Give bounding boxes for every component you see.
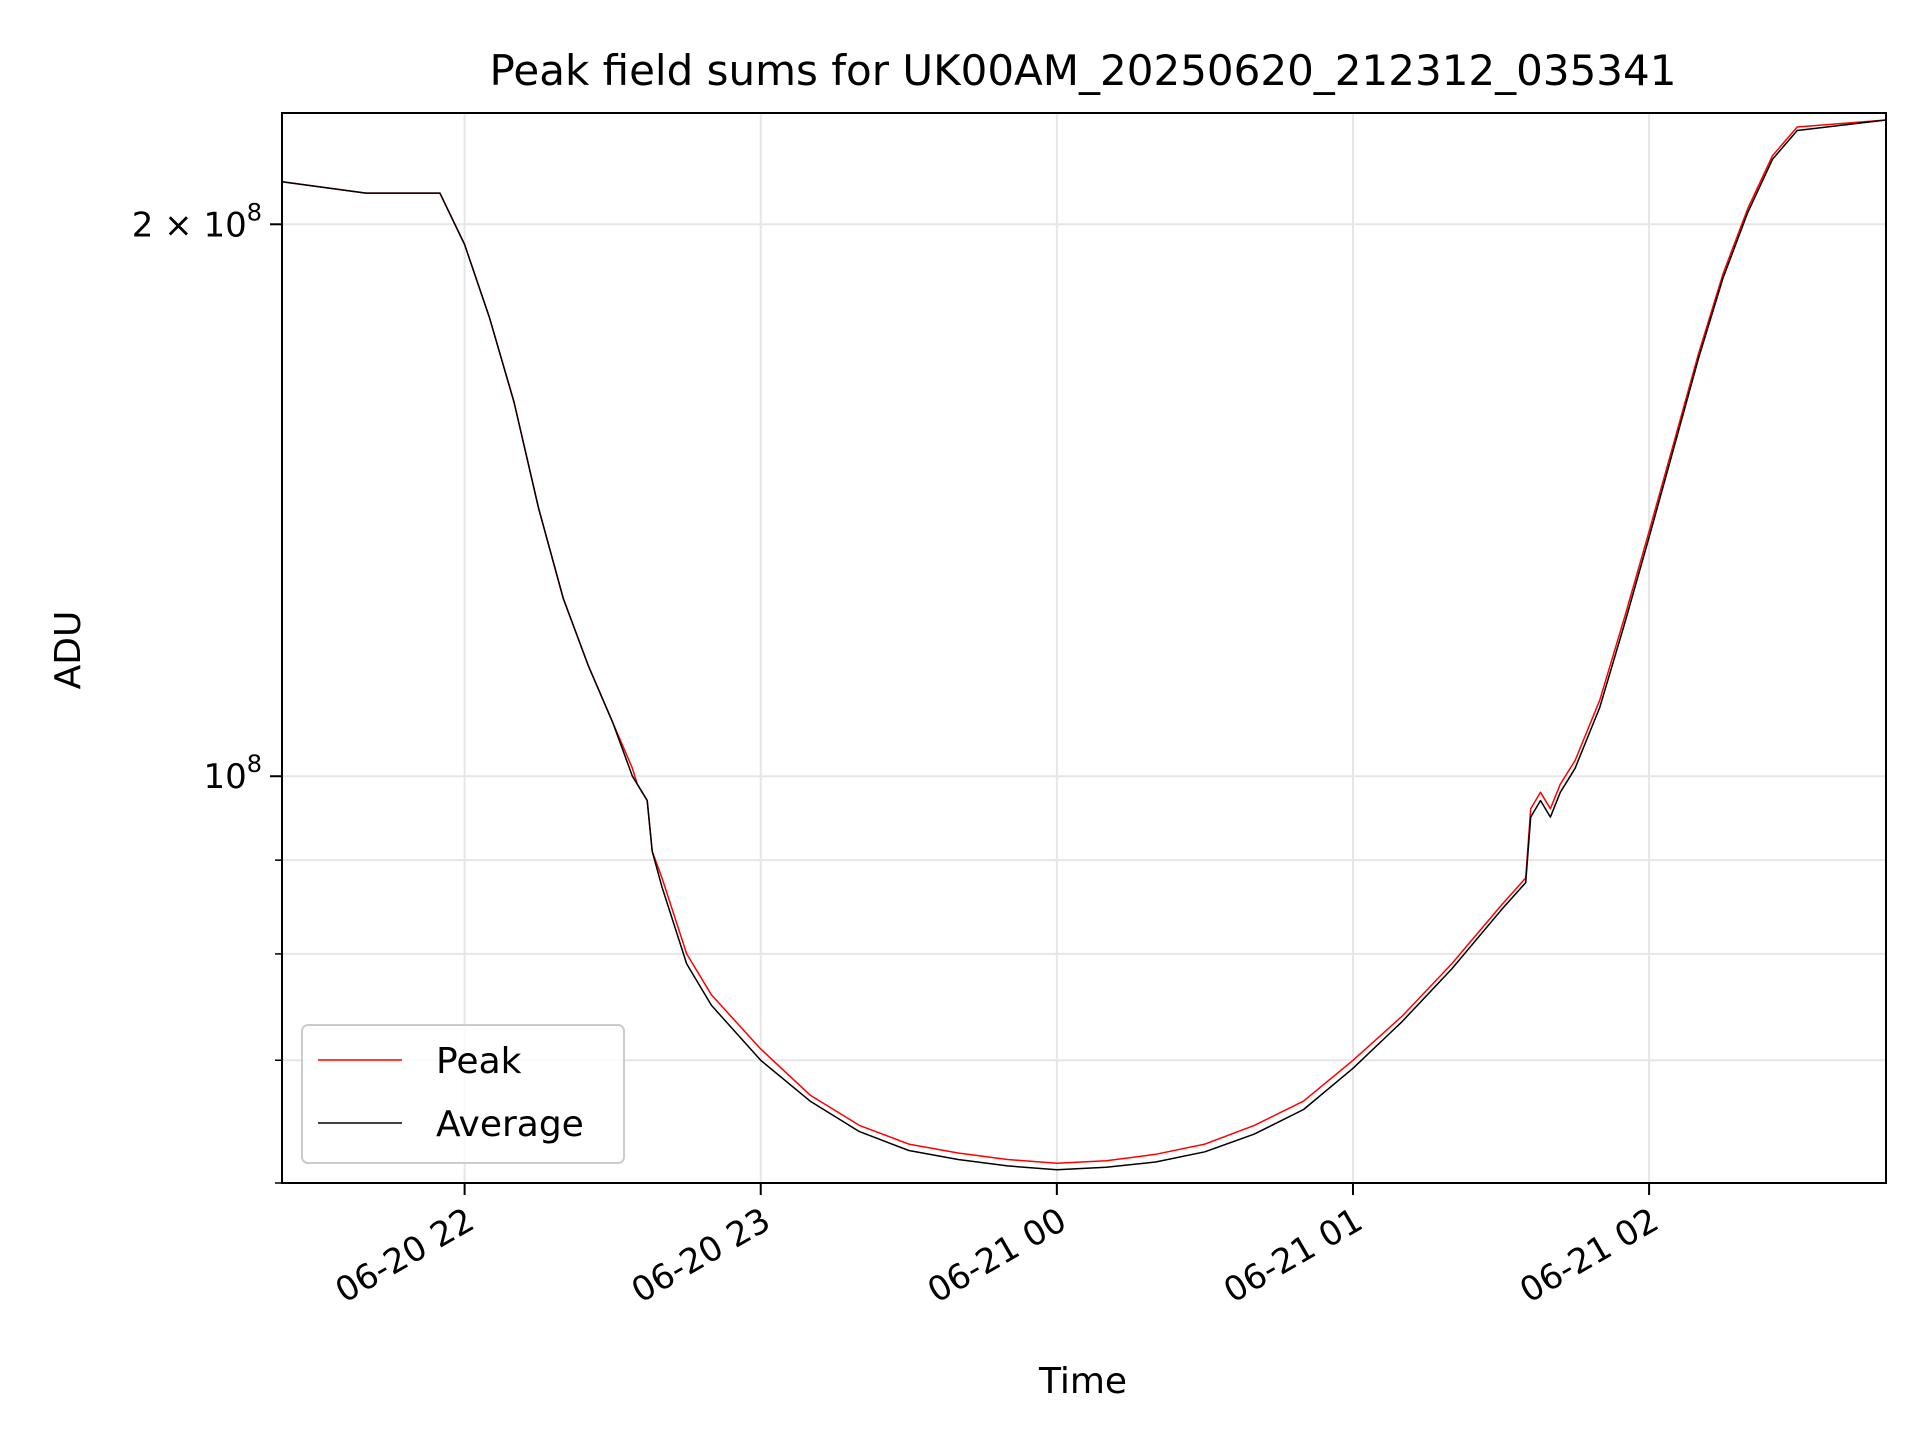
series-lines: [281, 119, 1887, 1171]
y-axis-label: ADU: [48, 611, 89, 690]
y-tick-label: 2 × 108: [132, 198, 262, 245]
x-axis-label: Time: [1038, 1361, 1127, 1402]
legend: Peak Average: [301, 1024, 625, 1164]
plot-background: [282, 113, 1886, 1183]
legend-label-average: Average: [436, 1104, 584, 1145]
series-line-average: [281, 119, 1887, 1171]
chart-title: Peak field sums for UK00AM_20250620_2123…: [490, 46, 1677, 95]
legend-label-peak: Peak: [436, 1041, 522, 1082]
y-tick-label: 108: [203, 750, 262, 797]
plot-frame: [281, 112, 1887, 1184]
y-axis: 108 2 × 108: [132, 198, 282, 1184]
